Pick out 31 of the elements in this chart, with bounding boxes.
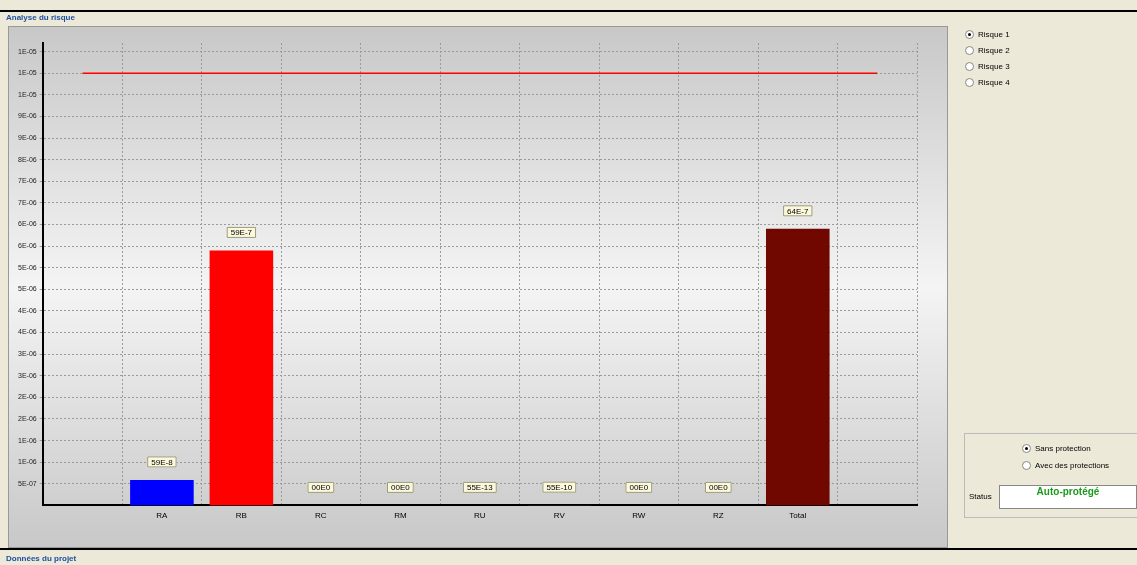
- x-tick-label: RC: [315, 511, 327, 521]
- text: Données du projet: [6, 554, 77, 563]
- bar: [130, 479, 194, 506]
- data-label: 59E-8: [151, 457, 174, 467]
- chart-title: Analyse du risque: [6, 13, 75, 22]
- x-tick-label: RB: [235, 511, 247, 521]
- data-label: 59E-7: [230, 228, 253, 238]
- x-tick-label: RM: [394, 511, 407, 521]
- x-tick-label: RZ: [712, 511, 724, 521]
- text: Sans protection: [1035, 444, 1091, 453]
- data-label: 55E-13: [466, 483, 494, 493]
- data-label: 64E-7: [787, 206, 809, 216]
- x-tick-label: RU: [474, 511, 486, 521]
- data-label: 00E0: [311, 483, 331, 493]
- x-tick-label: Total: [789, 511, 807, 521]
- text: Risque 1: [978, 30, 1010, 39]
- text: Risque 2: [978, 46, 1010, 55]
- data-label: 00E0: [391, 483, 411, 493]
- text: Auto-protégé: [999, 485, 1137, 509]
- x-tick-label: RV: [553, 511, 566, 521]
- x-tick-label: RA: [156, 511, 169, 521]
- data-label: 55E-10: [546, 482, 573, 492]
- text: Status: [969, 492, 992, 501]
- text: Risque 3: [978, 62, 1010, 71]
- data-label: 00E0: [629, 483, 649, 493]
- bar: [209, 250, 274, 506]
- data-label: 00E0: [708, 483, 729, 493]
- x-tick-label: RW: [632, 511, 646, 521]
- text: Risque 4: [978, 78, 1010, 87]
- bar: [765, 228, 830, 506]
- text: Avec des protections: [1035, 461, 1110, 470]
